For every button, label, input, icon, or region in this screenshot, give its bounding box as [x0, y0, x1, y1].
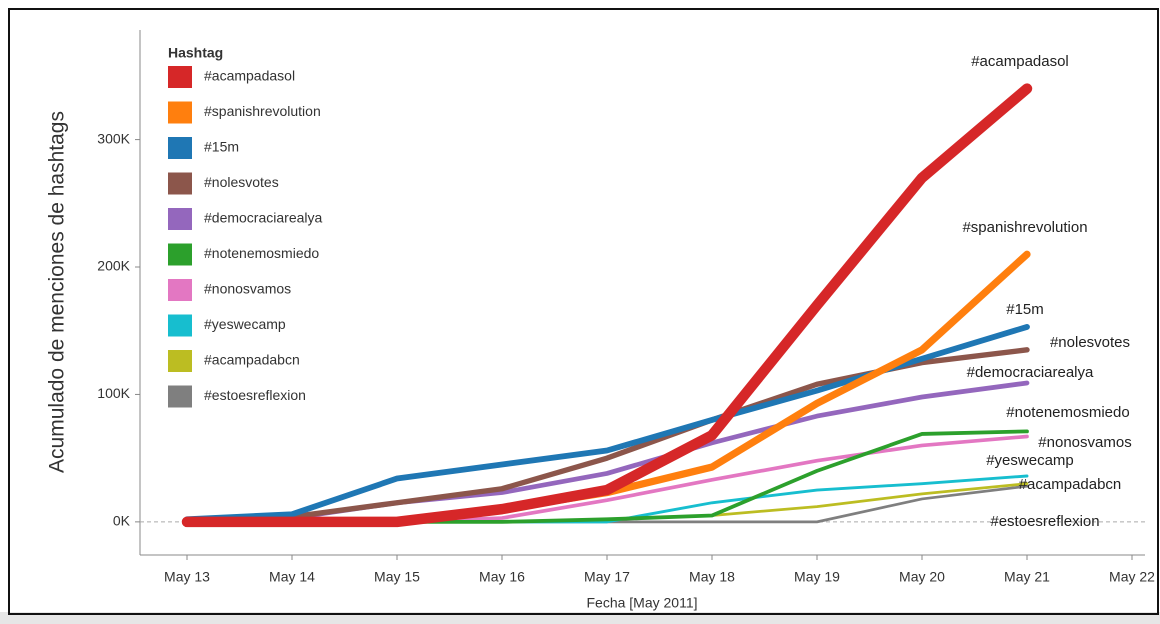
x-tick-label: May 18 [689, 569, 735, 585]
legend-label: #estoesreflexion [204, 387, 306, 403]
y-tick-label: 0K [113, 513, 131, 529]
end-label: #acampadasol [971, 53, 1069, 70]
end-label: #15m [1006, 301, 1044, 318]
legend-swatch [168, 66, 192, 88]
legend-swatch [168, 385, 192, 408]
legend-title: Hashtag [168, 45, 223, 61]
legend-label: #nolesvotes [204, 174, 279, 190]
legend-swatch [168, 101, 192, 124]
x-tick-label: May 16 [479, 569, 525, 585]
legend-label: #acampadabcn [204, 352, 300, 368]
x-tick-label: May 22 [1109, 569, 1155, 585]
legend-label: #15m [204, 139, 239, 155]
legend-swatch [168, 314, 192, 337]
legend-label: #notenemosmiedo [204, 245, 319, 261]
legend-label: #acampadasol [204, 68, 295, 84]
legend-swatch [168, 172, 192, 195]
end-label: #spanishrevolution [962, 219, 1087, 236]
x-tick-label: May 14 [269, 569, 315, 585]
legend-swatch [168, 243, 192, 266]
end-label: #notenemosmiedo [1006, 404, 1129, 421]
y-tick-label: 200K [97, 258, 130, 274]
legend-swatch [168, 279, 192, 301]
legend-swatch [168, 208, 192, 230]
x-tick-label: May 13 [164, 569, 210, 585]
end-label: #nonosvamos [1038, 434, 1131, 451]
end-label: #democraciarealya [967, 364, 1094, 381]
legend-swatch [168, 137, 192, 159]
x-tick-label: May 20 [899, 569, 945, 585]
end-label: #estoesreflexion [990, 513, 1099, 530]
legend-label: #nonosvamos [204, 281, 291, 297]
y-axis-label: Acumulado de menciones de hashtags [46, 111, 69, 473]
legend-label: #spanishrevolution [204, 103, 321, 119]
x-tick-label: May 17 [584, 569, 630, 585]
legend-swatch [168, 350, 192, 372]
frame [8, 8, 1159, 615]
x-tick-label: May 15 [374, 569, 420, 585]
end-label: #acampadabcn [1019, 476, 1122, 493]
legend-label: #yeswecamp [204, 316, 286, 332]
series-line [181, 83, 1033, 528]
legend-label: #democraciarealya [204, 210, 322, 226]
end-label: #nolesvotes [1050, 334, 1130, 351]
x-axis-label: Fecha [May 2011] [586, 595, 697, 611]
end-label: #yeswecamp [986, 452, 1074, 469]
y-tick-label: 300K [97, 130, 130, 146]
x-tick-label: May 19 [794, 569, 840, 585]
y-tick-label: 100K [97, 385, 130, 401]
x-tick-label: May 21 [1004, 569, 1050, 585]
